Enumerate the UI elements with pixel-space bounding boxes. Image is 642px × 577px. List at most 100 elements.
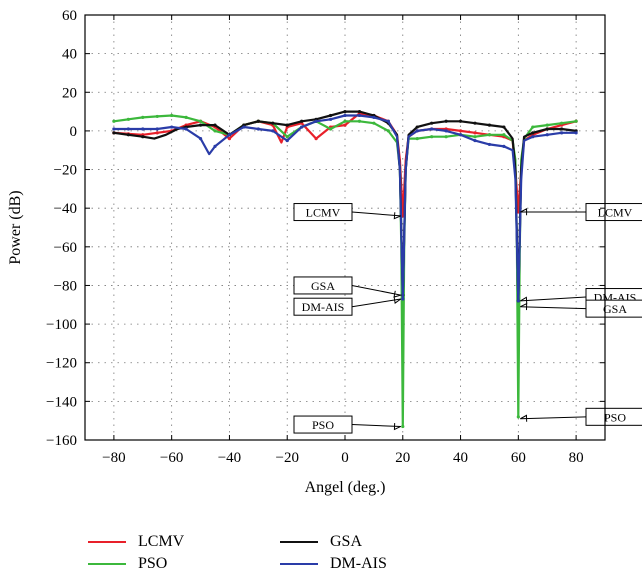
data-point: [502, 144, 506, 148]
data-point: [271, 129, 275, 133]
data-point: [458, 129, 463, 133]
y-tick-label: 40: [62, 47, 77, 63]
data-point: [170, 113, 174, 118]
data-point: [415, 129, 419, 133]
data-point: [213, 144, 217, 148]
legend-swatch-dm-ais: [280, 558, 318, 570]
data-point: [444, 129, 448, 133]
data-point: [198, 137, 203, 141]
legend-label-pso: PSO: [138, 555, 168, 572]
x-tick-label: 40: [453, 450, 468, 466]
data-point: [487, 133, 492, 137]
y-tick-label: 60: [62, 8, 77, 24]
data-point: [328, 127, 333, 131]
data-point: [343, 123, 347, 127]
y-tick-label: −100: [46, 317, 77, 333]
annotation-arrow: [520, 306, 587, 310]
legend-item-gsa: GSA: [280, 532, 362, 552]
grid-lines: [85, 14, 605, 441]
annotation-arrow: [351, 298, 401, 308]
annotation-arrow: [520, 296, 587, 302]
y-tick-label: −80: [54, 278, 77, 294]
data-point: [141, 115, 145, 119]
data-point: [473, 131, 477, 135]
annotation-label: LCMV: [306, 206, 341, 220]
annotation-arrow: [351, 284, 401, 296]
annotation-lcmv: LCMV: [520, 203, 642, 222]
data-point: [300, 119, 304, 123]
data-point: [502, 125, 506, 129]
data-point: [487, 123, 492, 127]
series-lines: [112, 109, 578, 429]
data-point: [516, 415, 520, 419]
data-point: [242, 125, 246, 129]
data-point: [430, 127, 434, 131]
data-point: [473, 121, 477, 125]
data-point: [430, 121, 434, 125]
legend-label-gsa: GSA: [330, 533, 363, 550]
data-point: [198, 119, 203, 123]
annotation-arrowhead: [520, 296, 528, 304]
annotation-pso: PSO: [293, 415, 401, 434]
annotation-dm-ais: DM-AIS: [293, 296, 402, 316]
x-tick-label: −80: [102, 450, 125, 466]
data-point: [213, 129, 217, 133]
data-point: [256, 119, 260, 123]
data-point: [343, 119, 347, 123]
data-point: [271, 121, 275, 125]
data-point: [473, 138, 477, 143]
annotation-arrow: [520, 416, 587, 420]
axis-ticks: −80 −60 −40 −20 0 20 40 60 80 60 40 20 0 −20 −40 −60 −80…: [46, 8, 605, 466]
data-point: [112, 119, 116, 123]
data-point: [502, 133, 506, 137]
data-point: [386, 129, 390, 133]
annotation-label: GSA: [603, 302, 627, 316]
data-point: [458, 133, 463, 137]
data-point: [357, 113, 362, 118]
data-point: [314, 137, 318, 141]
annotation-label: PSO: [604, 410, 626, 424]
data-point: [531, 135, 535, 139]
x-tick-label: 0: [341, 450, 349, 466]
data-point: [444, 135, 448, 139]
annotation-gsa: GSA: [520, 299, 642, 318]
y-axis-title: Power (dB): [7, 190, 24, 264]
data-point: [314, 119, 318, 123]
data-point: [357, 119, 362, 123]
data-point: [213, 123, 217, 127]
data-point: [184, 127, 188, 131]
data-point: [473, 135, 477, 139]
y-tick-label: −20: [54, 163, 77, 179]
data-point: [285, 138, 289, 143]
data-point: [415, 125, 419, 129]
data-point: [401, 297, 405, 301]
data-point: [401, 424, 405, 429]
data-point: [516, 210, 520, 214]
legend-item-lcmv: LCMV: [88, 532, 184, 552]
data-point: [170, 125, 174, 129]
annotation-label: PSO: [312, 418, 334, 432]
annotation-arrowhead: [393, 423, 401, 431]
annotation-label: DM-AIS: [302, 300, 345, 314]
legend: LCMV GSA PSO DM-AIS: [88, 528, 448, 576]
legend-swatch-pso: [88, 558, 126, 570]
annotation-arrow: [351, 424, 401, 427]
data-point: [112, 131, 116, 135]
annotation-arrowhead: [393, 212, 401, 220]
data-point: [141, 135, 145, 139]
annotation-arrowhead: [520, 414, 528, 422]
legend-label-lcmv: LCMV: [138, 533, 185, 550]
x-tick-label: 60: [511, 450, 526, 466]
annotation-lcmv: LCMV: [293, 203, 401, 222]
y-tick-label: 20: [62, 85, 77, 101]
x-tick-label: 80: [569, 450, 584, 466]
annotation-gsa: GSA: [293, 276, 401, 298]
y-tick-label: −160: [46, 433, 77, 449]
data-point: [126, 133, 130, 137]
data-point: [343, 109, 347, 114]
data-point: [155, 127, 159, 131]
data-point: [560, 131, 564, 135]
data-point: [531, 131, 535, 135]
